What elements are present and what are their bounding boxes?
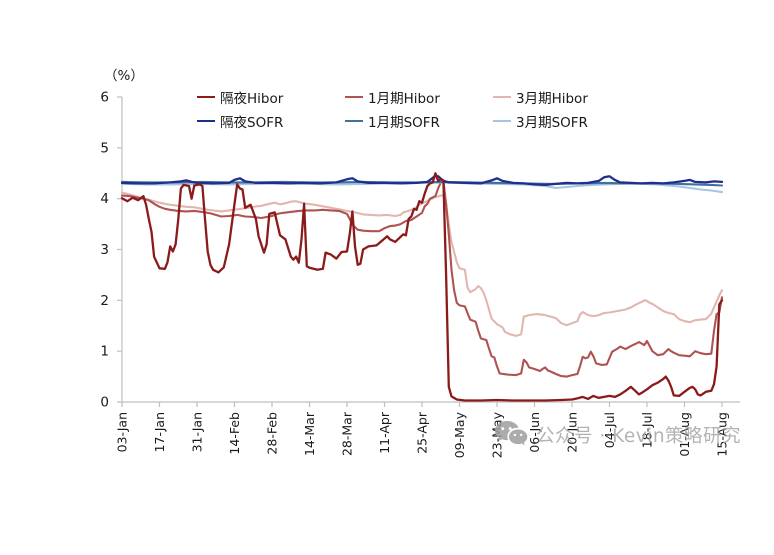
x-tick-label: 28-Mar xyxy=(340,411,355,456)
y-tick-label: 0 xyxy=(100,395,109,411)
legend-swatch-overnight-hibor xyxy=(197,95,215,99)
x-tick-label: 25-Apr xyxy=(415,411,430,454)
legend-item-3m-hibor: 3月期Hibor xyxy=(493,88,588,107)
legend-label: 隔夜Hibor xyxy=(220,91,284,107)
x-tick-label: 20-Jun xyxy=(565,412,580,453)
legend-item-overnight-sofr: 隔夜SOFR xyxy=(197,112,284,131)
x-tick-label: 23-May xyxy=(490,411,505,458)
legend-label: 1月期SOFR xyxy=(368,115,440,131)
legend-swatch-1m-hibor xyxy=(345,95,363,99)
y-axis-unit-label: （%） xyxy=(104,68,144,84)
x-tick-label: 09-May xyxy=(452,411,467,458)
legend-label: 3月期SOFR xyxy=(516,115,588,131)
x-tick-label: 04-Jul xyxy=(602,412,617,448)
legend-item-1m-sofr: 1月期SOFR xyxy=(345,112,440,131)
y-tick-label: 2 xyxy=(100,293,109,309)
y-tick-label: 1 xyxy=(100,344,109,360)
x-tick-label: 14-Feb xyxy=(227,412,242,455)
y-tick-label: 6 xyxy=(100,90,109,106)
legend-label: 1月期Hibor xyxy=(368,91,440,107)
x-tick-label: 01-Aug xyxy=(677,412,692,457)
legend-swatch-3m-sofr xyxy=(493,119,511,123)
x-tick-label: 28-Feb xyxy=(265,412,280,455)
x-tick-label: 14-Mar xyxy=(302,411,317,456)
line-overnight-sofr xyxy=(120,174,724,187)
legend-label: 隔夜SOFR xyxy=(220,115,284,131)
y-tick-label: 4 xyxy=(100,191,109,207)
legend-label: 3月期Hibor xyxy=(516,91,588,107)
x-tick-label: 31-Jan xyxy=(190,412,205,452)
x-tick-label: 03-Jan xyxy=(115,412,130,452)
line-overnight-hibor xyxy=(120,172,724,402)
legend-item-3m-sofr: 3月期SOFR xyxy=(493,112,588,131)
legend-item-1m-hibor: 1月期Hibor xyxy=(345,88,440,107)
x-tick-label: 11-Apr xyxy=(377,411,392,454)
y-tick-label: 3 xyxy=(100,242,109,258)
x-tick-label: 18-Jul xyxy=(640,412,655,448)
x-tick-label: 17-Jan xyxy=(152,412,167,452)
x-tick-label: 15-Aug xyxy=(715,412,730,457)
legend-item-overnight-hibor: 隔夜Hibor xyxy=(197,88,284,107)
line-1m-hibor xyxy=(120,179,724,378)
legend-swatch-overnight-sofr xyxy=(197,119,215,123)
legend-swatch-1m-sofr xyxy=(345,119,363,123)
legend-swatch-3m-hibor xyxy=(493,95,511,99)
x-tick-label: 06-Jun xyxy=(527,412,542,453)
y-tick-label: 5 xyxy=(100,140,109,156)
